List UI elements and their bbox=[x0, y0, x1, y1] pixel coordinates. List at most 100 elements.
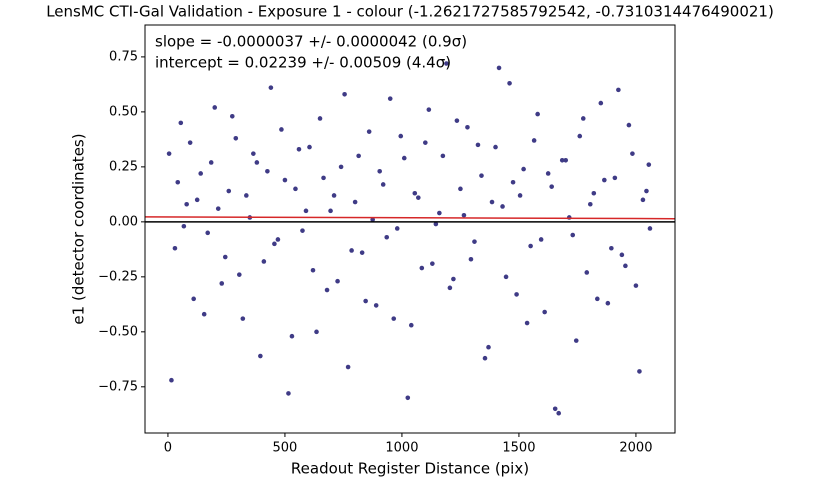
point bbox=[187, 140, 193, 145]
y-tick-label: −0.75 bbox=[98, 379, 138, 394]
point bbox=[331, 193, 337, 198]
point bbox=[472, 239, 477, 244]
point bbox=[598, 100, 604, 106]
point bbox=[226, 188, 232, 194]
point bbox=[198, 171, 203, 176]
point bbox=[296, 146, 302, 152]
plot-frame bbox=[144, 24, 676, 434]
point bbox=[458, 186, 463, 192]
point bbox=[208, 160, 214, 165]
point bbox=[503, 274, 509, 280]
point bbox=[496, 65, 502, 71]
point bbox=[626, 122, 632, 128]
point bbox=[454, 118, 460, 123]
point bbox=[370, 217, 375, 222]
point bbox=[349, 248, 354, 253]
y-tick-label: −0.25 bbox=[98, 269, 138, 284]
point bbox=[282, 177, 288, 183]
point bbox=[314, 329, 319, 335]
point bbox=[222, 254, 228, 260]
point bbox=[430, 261, 435, 266]
y-tick-label: −0.50 bbox=[98, 324, 138, 339]
point bbox=[633, 283, 639, 288]
point bbox=[359, 250, 365, 255]
point bbox=[317, 116, 323, 121]
point bbox=[366, 129, 372, 134]
point bbox=[570, 232, 576, 238]
point bbox=[408, 322, 414, 328]
point bbox=[595, 296, 600, 302]
point bbox=[401, 155, 407, 161]
point bbox=[352, 199, 358, 205]
point bbox=[640, 197, 646, 203]
y-tick-label: 0.50 bbox=[109, 104, 138, 119]
point bbox=[251, 151, 256, 156]
plot-area bbox=[145, 61, 675, 416]
point bbox=[549, 184, 554, 189]
point bbox=[237, 272, 242, 277]
point bbox=[172, 245, 178, 251]
point bbox=[419, 265, 425, 271]
point bbox=[461, 212, 467, 218]
point bbox=[342, 91, 347, 97]
point bbox=[338, 164, 344, 170]
point bbox=[169, 377, 174, 383]
x-tick-label: 1500 bbox=[502, 441, 535, 456]
annotation: slope = -0.0000037 +/- 0.0000042 (0.9σ) bbox=[155, 33, 467, 51]
point bbox=[619, 252, 625, 258]
point bbox=[258, 353, 263, 359]
point bbox=[310, 267, 316, 273]
point bbox=[335, 278, 340, 284]
point bbox=[184, 201, 189, 207]
point bbox=[166, 151, 172, 156]
point bbox=[181, 223, 187, 229]
point bbox=[609, 245, 614, 251]
point bbox=[268, 85, 274, 90]
point bbox=[405, 395, 411, 401]
point bbox=[535, 111, 540, 117]
point bbox=[254, 160, 260, 165]
point bbox=[233, 135, 239, 141]
point bbox=[240, 316, 246, 321]
point bbox=[545, 171, 551, 176]
chart-title: LensMC CTI-Gal Validation - Exposure 1 -… bbox=[46, 3, 774, 21]
y-tick-label: 0.75 bbox=[109, 49, 138, 64]
point bbox=[486, 344, 491, 350]
point bbox=[328, 208, 333, 214]
point bbox=[229, 113, 235, 119]
y-tick-label: 0.00 bbox=[109, 214, 138, 229]
point bbox=[244, 193, 249, 198]
point bbox=[514, 292, 519, 297]
point bbox=[423, 140, 428, 145]
point bbox=[380, 182, 386, 187]
point bbox=[637, 369, 642, 374]
point bbox=[528, 243, 533, 249]
point bbox=[377, 168, 382, 174]
point bbox=[612, 175, 618, 181]
point bbox=[175, 179, 181, 185]
point bbox=[605, 300, 611, 306]
point bbox=[573, 338, 579, 343]
point bbox=[531, 138, 537, 143]
point bbox=[384, 234, 390, 240]
point bbox=[265, 168, 270, 174]
point bbox=[556, 410, 562, 416]
point bbox=[644, 188, 649, 194]
point bbox=[391, 316, 397, 321]
y-axis-label: e1 (detector coordinates) bbox=[70, 133, 88, 324]
point bbox=[493, 144, 498, 150]
point bbox=[289, 333, 295, 339]
point bbox=[201, 311, 207, 317]
point bbox=[563, 157, 569, 163]
point bbox=[416, 195, 421, 200]
point bbox=[489, 199, 495, 205]
x-tick-label: 0 bbox=[164, 441, 172, 456]
annotation: intercept = 0.02239 +/- 0.00509 (4.4σ) bbox=[155, 54, 451, 72]
point bbox=[178, 120, 184, 126]
point bbox=[647, 226, 653, 231]
x-tick-label: 2000 bbox=[619, 441, 652, 456]
point bbox=[517, 193, 523, 198]
x-tick-label: 500 bbox=[273, 441, 298, 456]
point bbox=[482, 355, 488, 361]
point bbox=[500, 204, 505, 209]
